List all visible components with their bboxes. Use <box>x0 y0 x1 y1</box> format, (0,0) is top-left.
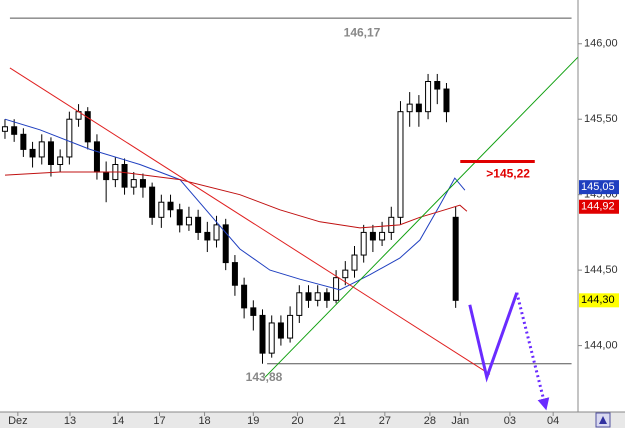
x-tick-label: 19 <box>247 415 259 427</box>
candle-body <box>121 163 128 188</box>
x-tick-label: Dez <box>8 415 28 427</box>
candle-body <box>158 201 165 218</box>
candle-body <box>434 80 441 90</box>
candle-body <box>38 141 45 158</box>
candle-body <box>342 269 349 279</box>
candle-body <box>314 292 321 301</box>
candle-body <box>296 292 303 316</box>
overlay-line <box>9 67 491 375</box>
x-tick-label: 28 <box>424 415 436 427</box>
candle-body <box>149 186 156 218</box>
candle-body <box>57 156 64 165</box>
overlay-line <box>4 118 466 291</box>
x-tick-label: 20 <box>291 415 303 427</box>
candle-body <box>93 141 100 173</box>
candle-body <box>259 314 266 354</box>
y-tick-label: 144,00 <box>584 340 618 352</box>
candle-body <box>176 209 183 226</box>
x-tick-label: 27 <box>379 415 391 427</box>
candle-body <box>323 292 330 301</box>
resistance-label: >145,22 <box>486 167 530 181</box>
x-tick-label: 18 <box>198 415 210 427</box>
level-label: 143,88 <box>246 370 283 384</box>
candle-body <box>130 179 137 188</box>
candle-body <box>388 216 395 233</box>
x-tick-label: 04 <box>547 415 559 427</box>
candle-body <box>231 262 238 286</box>
candle-body <box>360 231 367 256</box>
candle-body <box>397 111 404 218</box>
candle-body <box>379 231 386 241</box>
y-tick-label: 146,00 <box>584 38 618 50</box>
candle-body <box>222 224 229 264</box>
candle-body <box>185 216 192 226</box>
candle-body <box>268 322 275 354</box>
candle-body <box>305 292 312 301</box>
candle-body <box>66 118 73 158</box>
price-tag <box>579 199 619 214</box>
x-tick-label: 21 <box>334 415 346 427</box>
candle-body <box>213 224 220 241</box>
candle-body <box>204 231 211 241</box>
candle-body <box>425 80 432 113</box>
candle-body <box>241 284 248 309</box>
candle-body <box>443 88 450 113</box>
candle-body <box>11 126 18 135</box>
candle-body <box>84 111 91 143</box>
candle-body <box>406 103 413 113</box>
candle-body <box>250 307 257 316</box>
overlay-line <box>264 56 579 378</box>
price-tag <box>579 293 619 308</box>
x-tick-label: 14 <box>112 415 124 427</box>
price-tag <box>579 180 619 195</box>
y-tick-label: 145,50 <box>584 113 618 125</box>
candle-body <box>195 216 202 233</box>
candle-body <box>351 254 358 271</box>
candle-body <box>1 126 8 132</box>
candle-body <box>139 179 146 188</box>
candle-body <box>277 322 284 339</box>
x-tick-label: 13 <box>64 415 76 427</box>
scroll-icon <box>599 416 607 424</box>
price-tag-label: 144,92 <box>581 201 615 213</box>
y-tick-label: 144,50 <box>584 264 618 276</box>
candle-body <box>29 148 36 158</box>
overlay-line <box>4 171 468 229</box>
price-tag-label: 145,05 <box>581 181 615 193</box>
candle-body <box>452 216 459 301</box>
candle-body <box>47 141 54 165</box>
x-tick-label: Jan <box>451 415 469 427</box>
level-label: 146,17 <box>344 25 381 39</box>
candle-body <box>287 314 294 339</box>
x-tick-label: 03 <box>504 415 516 427</box>
candle-body <box>20 133 27 150</box>
candle-body <box>103 171 110 181</box>
overlay-line <box>515 292 550 411</box>
x-tick-label: 17 <box>153 415 165 427</box>
overlay-line <box>468 292 519 383</box>
candle-body <box>415 103 422 113</box>
price-tag-label: 144,30 <box>581 294 615 306</box>
candle-body <box>369 231 376 241</box>
x-axis-bar <box>0 412 625 428</box>
candle-body <box>167 201 174 211</box>
